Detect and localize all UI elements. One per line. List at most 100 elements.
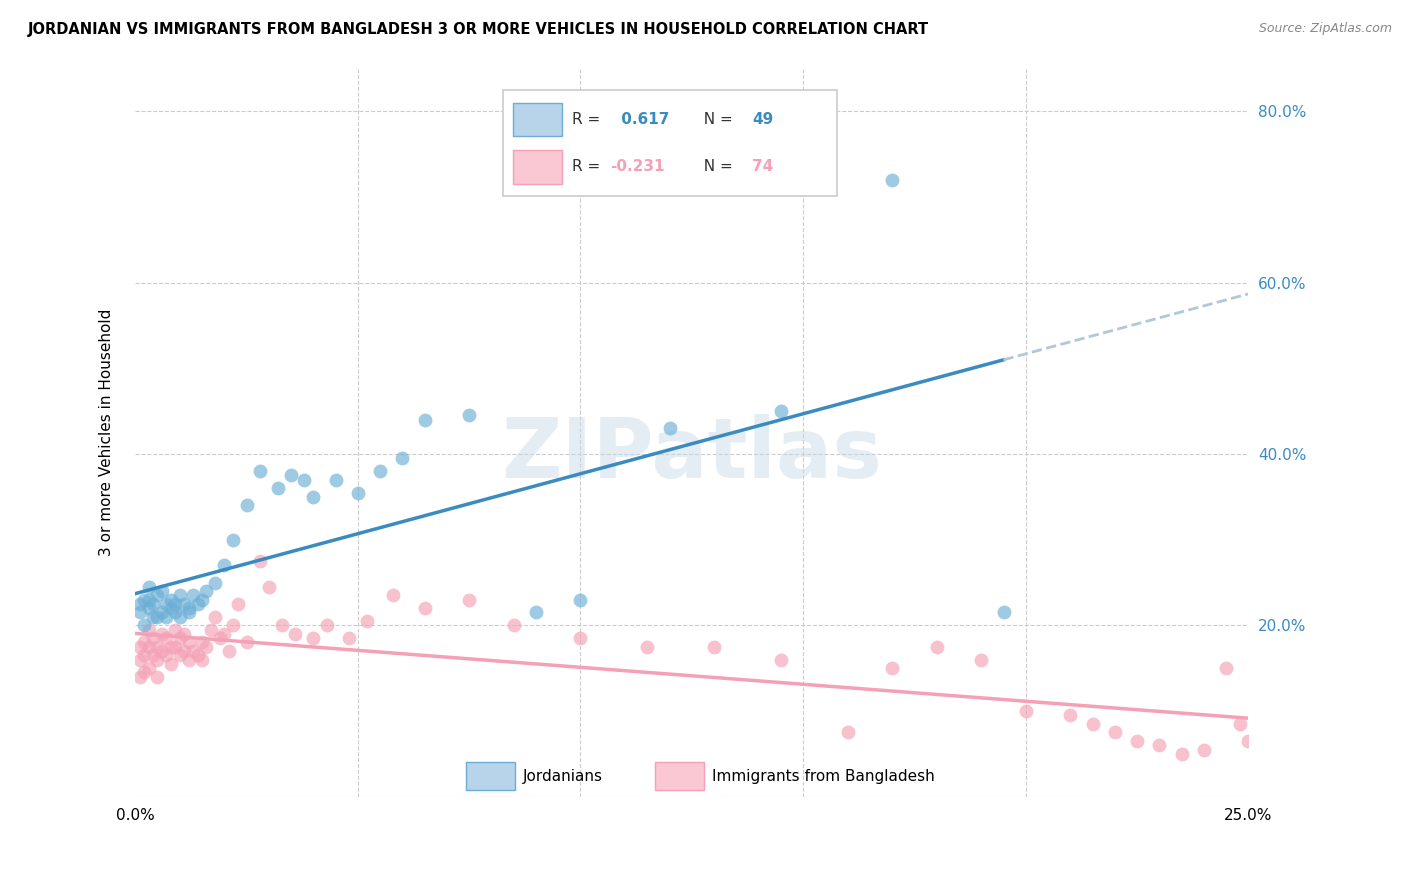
Text: 74: 74	[752, 160, 773, 174]
Point	[150, 584, 173, 599]
Point	[218, 644, 240, 658]
Point	[267, 481, 290, 495]
Point	[138, 640, 160, 654]
Point	[191, 635, 214, 649]
Point	[1104, 725, 1126, 739]
Point	[165, 606, 187, 620]
Point	[837, 725, 859, 739]
FancyBboxPatch shape	[502, 90, 837, 196]
Y-axis label: 3 or more Vehicles in Household: 3 or more Vehicles in Household	[100, 309, 114, 557]
Point	[128, 670, 150, 684]
Point	[356, 614, 378, 628]
Point	[138, 623, 160, 637]
Point	[208, 631, 231, 645]
Point	[169, 588, 191, 602]
Point	[159, 592, 181, 607]
Point	[222, 618, 245, 632]
Point	[524, 606, 547, 620]
Point	[132, 665, 155, 680]
Point	[925, 640, 948, 654]
Point	[993, 606, 1015, 620]
Point	[569, 592, 592, 607]
Point	[325, 473, 347, 487]
Text: N =: N =	[695, 112, 738, 127]
Text: Source: ZipAtlas.com: Source: ZipAtlas.com	[1258, 22, 1392, 36]
Point	[128, 597, 150, 611]
Point	[882, 661, 904, 675]
Point	[1059, 708, 1081, 723]
Point	[703, 640, 725, 654]
FancyBboxPatch shape	[655, 763, 704, 790]
Point	[413, 601, 436, 615]
Point	[186, 648, 208, 663]
Point	[128, 606, 150, 620]
Point	[169, 609, 191, 624]
Point	[191, 652, 214, 666]
Point	[337, 631, 360, 645]
Text: 0.617: 0.617	[616, 112, 669, 127]
Point	[142, 648, 165, 663]
Text: JORDANIAN VS IMMIGRANTS FROM BANGLADESH 3 OR MORE VEHICLES IN HOUSEHOLD CORRELAT: JORDANIAN VS IMMIGRANTS FROM BANGLADESH …	[28, 22, 929, 37]
Point	[138, 580, 160, 594]
Point	[391, 451, 413, 466]
Point	[169, 631, 191, 645]
Point	[347, 485, 370, 500]
Text: N =: N =	[695, 160, 738, 174]
Text: Immigrants from Bangladesh: Immigrants from Bangladesh	[711, 769, 935, 784]
Point	[146, 640, 169, 654]
Point	[173, 627, 195, 641]
Text: Jordanians: Jordanians	[523, 769, 603, 784]
Point	[146, 652, 169, 666]
Point	[1246, 742, 1268, 756]
Point	[284, 627, 307, 641]
Point	[413, 413, 436, 427]
Point	[1015, 704, 1038, 718]
Point	[142, 609, 165, 624]
Point	[249, 464, 271, 478]
Point	[150, 644, 173, 658]
Point	[226, 597, 249, 611]
Point	[177, 601, 200, 615]
Point	[1192, 742, 1215, 756]
Point	[150, 627, 173, 641]
FancyBboxPatch shape	[513, 103, 561, 136]
Point	[212, 558, 235, 573]
Point	[502, 618, 524, 632]
Point	[146, 609, 169, 624]
Point	[138, 661, 160, 675]
Point	[280, 468, 302, 483]
Point	[165, 597, 187, 611]
Point	[128, 652, 150, 666]
Point	[155, 648, 177, 663]
Point	[155, 609, 177, 624]
Point	[212, 627, 235, 641]
Point	[271, 618, 294, 632]
Point	[882, 173, 904, 187]
Point	[257, 580, 280, 594]
Point	[302, 490, 325, 504]
Point	[235, 635, 257, 649]
Point	[249, 554, 271, 568]
Point	[138, 601, 160, 615]
Point	[315, 618, 337, 632]
Point	[970, 652, 993, 666]
Point	[368, 464, 391, 478]
Point	[155, 631, 177, 645]
Point	[1237, 734, 1260, 748]
Point	[1229, 717, 1251, 731]
Point	[1215, 661, 1237, 675]
Point	[165, 623, 187, 637]
Point	[177, 606, 200, 620]
Point	[1149, 739, 1171, 753]
Point	[1260, 704, 1282, 718]
Point	[165, 640, 187, 654]
Point	[142, 597, 165, 611]
Point	[155, 597, 177, 611]
Point	[128, 640, 150, 654]
Point	[159, 640, 181, 654]
Text: R =: R =	[572, 112, 605, 127]
Point	[195, 640, 218, 654]
Point	[636, 640, 658, 654]
Point	[186, 597, 208, 611]
Point	[769, 404, 792, 418]
